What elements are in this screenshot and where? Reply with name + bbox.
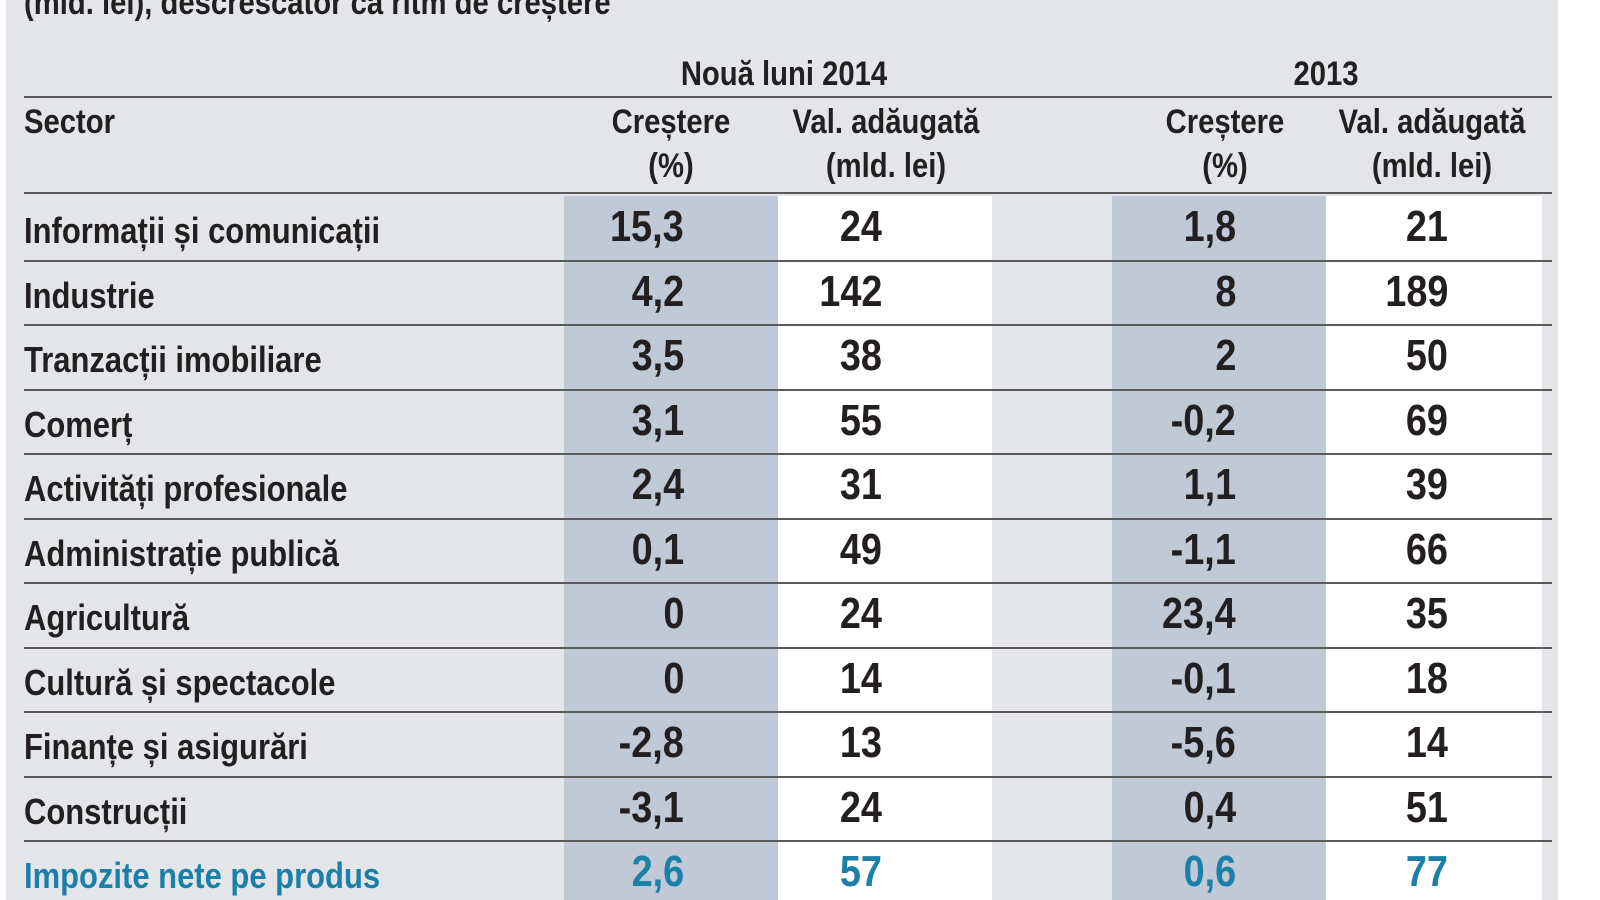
group-header-rule: [24, 96, 1552, 98]
row-divider: [24, 259, 1552, 262]
value-2014-cell: 31: [839, 460, 882, 509]
value-2013-cell: 66: [1405, 524, 1448, 574]
table-title: (mld. lei), descrescător ca ritm de creș…: [24, 0, 611, 22]
value-2014-cell: 55: [839, 395, 882, 445]
row-divider: [24, 388, 1552, 391]
growth-2014-cell: 3,1: [631, 395, 684, 445]
group-header-2013: 2013: [1293, 55, 1359, 93]
table-panel: (mld. lei), descrescător ca ritm de creș…: [6, 0, 1558, 900]
row-divider: [24, 775, 1552, 778]
sector-header: Sector: [24, 103, 116, 141]
value-2014-cell: 14: [839, 653, 882, 703]
value-2013-cell: 51: [1405, 782, 1448, 832]
value-2013-column-bg: [1326, 196, 1542, 900]
growth-2013-cell: -0,2: [1170, 395, 1236, 445]
table-row-sector: Cultură și spectacole: [24, 661, 336, 703]
row-divider: [24, 840, 1552, 842]
value-2014-header-line1: Val. adăugată: [792, 103, 980, 141]
value-2013-cell: 21: [1405, 202, 1448, 251]
row-divider: [24, 646, 1552, 649]
value-2013-cell: 69: [1405, 395, 1448, 445]
growth-2014-column-bg: [564, 196, 778, 900]
growth-2013-header-line2: (%): [1202, 147, 1248, 185]
value-2014-cell: 24: [839, 202, 882, 251]
value-2014-cell: 57: [839, 847, 882, 896]
growth-2013-cell: 1,8: [1183, 202, 1236, 251]
growth-2014-cell: 15,3: [610, 202, 684, 251]
growth-2014-cell: 2,6: [631, 847, 684, 896]
value-2014-cell: 38: [839, 331, 882, 380]
growth-2013-cell: -1,1: [1170, 524, 1236, 574]
growth-2013-cell: 23,4: [1162, 589, 1236, 638]
growth-2014-cell: 4,2: [631, 266, 684, 316]
value-2013-cell: 39: [1405, 460, 1448, 509]
growth-2014-header-line1: Creștere: [611, 103, 731, 141]
growth-2014-cell: -2,8: [618, 718, 684, 767]
value-2013-cell: 18: [1405, 653, 1448, 703]
growth-2014-cell: -3,1: [618, 782, 684, 832]
growth-2013-cell: -5,6: [1170, 718, 1236, 767]
growth-2013-column-bg: [1112, 196, 1326, 900]
growth-2014-cell: 3,5: [631, 331, 684, 380]
growth-2014-cell: 0: [662, 653, 684, 703]
table-row-sector: Informații și comunicații: [24, 210, 381, 251]
table-row-sector: Activități profesionale: [24, 468, 348, 509]
value-2014-cell: 142: [818, 266, 882, 316]
table-row-sector: Tranzacții imobiliare: [24, 339, 322, 380]
growth-2013-cell: 1,1: [1183, 460, 1236, 509]
value-2013-cell: 50: [1405, 331, 1448, 380]
growth-2013-cell: 8: [1214, 266, 1236, 316]
value-2014-cell: 49: [839, 524, 882, 574]
growth-2013-cell: 2: [1214, 331, 1236, 380]
growth-2013-cell: 0,4: [1183, 782, 1236, 832]
table-row-sector: Industrie: [24, 274, 155, 316]
growth-2014-header-line2: (%): [648, 147, 694, 185]
value-2013-header-line2: (mld. lei): [1371, 147, 1493, 185]
row-divider: [24, 517, 1552, 520]
row-divider: [24, 582, 1552, 584]
row-divider: [24, 711, 1552, 713]
value-2013-cell: 189: [1384, 266, 1448, 316]
growth-2014-cell: 0: [662, 589, 684, 638]
table-row-sector: Comerț: [24, 403, 133, 445]
group-header-2014: Nouă luni 2014: [680, 55, 888, 93]
growth-2013-header-line1: Creștere: [1165, 103, 1285, 141]
value-2013-header-line1: Val. adăugată: [1338, 103, 1526, 141]
growth-2013-cell: -0,1: [1170, 653, 1236, 703]
value-2014-header-line2: (mld. lei): [825, 147, 947, 185]
growth-2014-cell: 2,4: [631, 460, 684, 509]
value-2014-cell: 24: [839, 589, 882, 638]
growth-2013-cell: 0,6: [1183, 847, 1236, 896]
value-2013-cell: 77: [1405, 847, 1448, 896]
table-row-sector: Finanțe și asigurări: [24, 726, 308, 767]
value-2014-column-bg: [778, 196, 992, 900]
value-2013-cell: 14: [1405, 718, 1448, 767]
growth-2014-cell: 0,1: [631, 524, 684, 574]
table-row-sector: Agricultură: [24, 597, 190, 638]
row-divider: [24, 324, 1552, 326]
table-row-sector: Impozite nete pe produs: [24, 855, 381, 896]
value-2013-cell: 35: [1405, 589, 1448, 638]
value-2014-cell: 13: [839, 718, 882, 767]
column-header-rule: [24, 192, 1552, 194]
value-2014-cell: 24: [839, 782, 882, 832]
row-divider: [24, 453, 1552, 455]
table-row-sector: Administrație publică: [24, 532, 339, 574]
table-row-sector: Construcții: [24, 790, 188, 832]
